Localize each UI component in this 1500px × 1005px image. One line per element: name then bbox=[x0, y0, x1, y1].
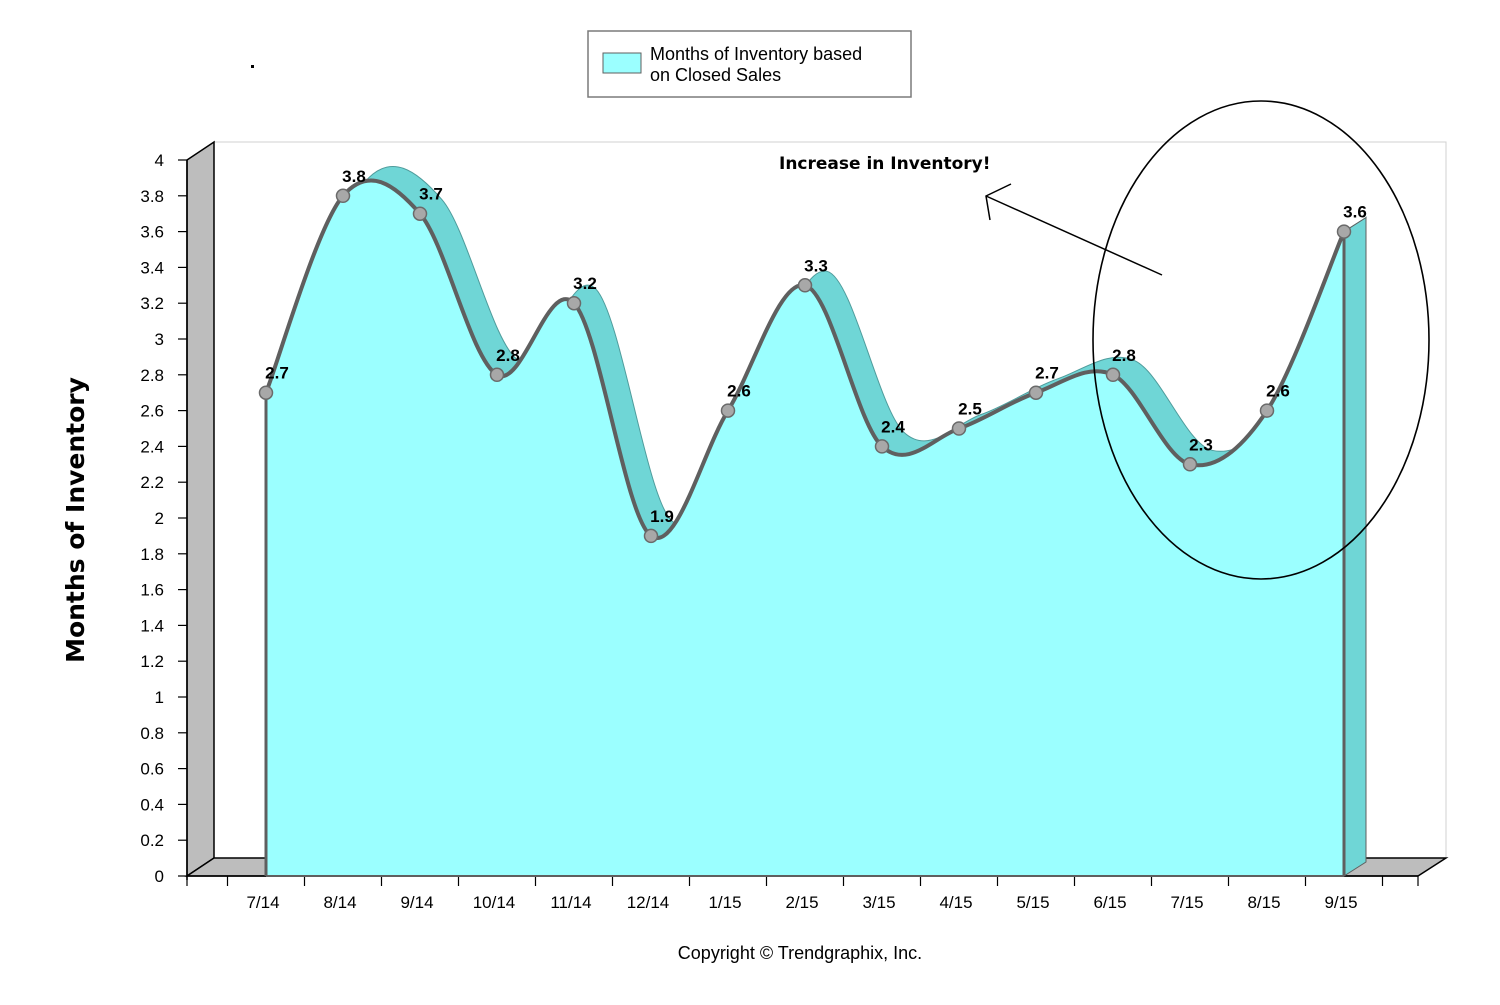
data-label-1/15: 2.6 bbox=[727, 382, 751, 401]
legend-label-line2: on Closed Sales bbox=[650, 65, 781, 85]
y-tick-label: 2.6 bbox=[140, 402, 164, 421]
y-tick-label: 1.2 bbox=[140, 652, 164, 671]
annotation-arrow-head bbox=[985, 183, 1012, 221]
data-point-3/15 bbox=[874, 439, 890, 454]
data-label-11/14: 3.2 bbox=[573, 274, 597, 293]
data-point-1/15 bbox=[720, 403, 736, 418]
x-tick-label-12/14: 12/14 bbox=[627, 893, 670, 912]
data-label-8/15: 2.6 bbox=[1266, 382, 1290, 401]
data-point-10/14 bbox=[489, 367, 505, 383]
annotation-arrow-shaft bbox=[985, 195, 1163, 276]
y-tick-label: 3.6 bbox=[140, 223, 164, 242]
y-tick-label: 2.4 bbox=[140, 437, 164, 456]
y-tick-label: 2 bbox=[155, 509, 164, 528]
annotation: Increase in Inventory! bbox=[779, 100, 1430, 580]
data-point-6/15 bbox=[1105, 367, 1121, 383]
y-tick-label: 0.8 bbox=[140, 724, 164, 743]
stray-dot bbox=[251, 65, 254, 68]
data-label-12/14: 1.9 bbox=[650, 507, 674, 526]
data-point-8/15 bbox=[1259, 403, 1275, 418]
y-tick-label: 2.2 bbox=[140, 473, 164, 492]
x-tick-label-7/14: 7/14 bbox=[246, 893, 279, 912]
y-tick-label: 0.2 bbox=[140, 831, 164, 850]
data-point-5/15 bbox=[1028, 385, 1044, 400]
x-tick-label-9/14: 9/14 bbox=[400, 893, 433, 912]
x-tick-label-8/14: 8/14 bbox=[323, 893, 356, 912]
area-fill bbox=[266, 180, 1344, 876]
data-point-4/15 bbox=[951, 421, 967, 436]
data-label-7/14: 2.7 bbox=[265, 364, 289, 383]
x-tick-label-9/15: 9/15 bbox=[1324, 893, 1357, 912]
legend-swatch bbox=[602, 52, 642, 74]
annotation-text: Increase in Inventory! bbox=[779, 154, 990, 174]
x-tick-label-4/15: 4/15 bbox=[939, 893, 972, 912]
y-tick-label: 3.8 bbox=[140, 187, 164, 206]
x-tick-label-7/15: 7/15 bbox=[1170, 893, 1203, 912]
data-label-4/15: 2.5 bbox=[958, 400, 982, 419]
y-tick-label: 2.8 bbox=[140, 366, 164, 385]
series-line bbox=[264, 178, 1346, 540]
y-tick-label: 4 bbox=[155, 151, 164, 170]
legend-box bbox=[587, 30, 912, 98]
legend-label-line1: Months of Inventory based bbox=[650, 44, 862, 64]
y-tick-label: 1.8 bbox=[140, 545, 164, 564]
data-label-6/15: 2.8 bbox=[1112, 346, 1136, 365]
data-point-8/14 bbox=[335, 188, 351, 204]
annotation-ellipse bbox=[1092, 100, 1430, 580]
y-axis-title: Months of Inventory bbox=[61, 377, 90, 663]
x-tick-label-5/15: 5/15 bbox=[1016, 893, 1049, 912]
y-tick-label: 3 bbox=[155, 330, 164, 349]
x-tick-label-11/14: 11/14 bbox=[550, 893, 591, 912]
data-point-9/14 bbox=[412, 206, 428, 221]
y-tick-label: 1.4 bbox=[140, 616, 164, 635]
x-axis: 7/14 8/14 9/14 10/14 11/14 12/14 1/15 2/15 3/15 4… bbox=[186, 876, 1419, 912]
y-tick-label: 1.6 bbox=[140, 581, 164, 600]
area-right-face bbox=[1343, 216, 1367, 877]
data-label-2/15: 3.3 bbox=[804, 256, 828, 275]
x-tick-label-3/15: 3/15 bbox=[862, 893, 895, 912]
x-tick-label-6/15: 6/15 bbox=[1093, 893, 1126, 912]
data-label-9/14: 3.7 bbox=[419, 185, 443, 204]
series-area bbox=[264, 165, 1368, 877]
data-markers bbox=[258, 188, 1352, 544]
data-label-7/15: 2.3 bbox=[1189, 435, 1213, 454]
data-point-12/14 bbox=[643, 528, 659, 544]
data-labels: 2.7 3.8 3.7 2.8 3.2 1.9 2.6 3.3 2.4 2.5 2.7 2.8 2.3 2… bbox=[265, 167, 1367, 526]
copyright-text: Copyright © Trendgraphix, Inc. bbox=[678, 943, 922, 963]
data-point-7/14 bbox=[258, 385, 274, 400]
x-tick-label-8/15: 8/15 bbox=[1247, 893, 1280, 912]
data-point-7/15 bbox=[1182, 457, 1198, 472]
x-tick-label-1/15: 1/15 bbox=[708, 893, 741, 912]
legend: Months of Inventory based on Closed Sale… bbox=[587, 30, 912, 98]
y-tick-label: 0 bbox=[155, 867, 164, 886]
y-tick-label: 0.6 bbox=[140, 760, 164, 779]
data-label-3/15: 2.4 bbox=[881, 417, 905, 436]
y-axis: 0 0.2 0.4 0.6 0.8 1 1.2 1.4 1.6 1.8 2 2.2 2.4 2.6 2.8 3… bbox=[140, 151, 187, 886]
data-point-11/14 bbox=[566, 295, 582, 311]
data-label-8/14: 3.8 bbox=[342, 167, 366, 186]
y-tick-label: 3.4 bbox=[140, 258, 164, 277]
data-label-10/14: 2.8 bbox=[496, 346, 520, 365]
x-tick-label-2/15: 2/15 bbox=[785, 893, 818, 912]
y-tick-label: 0.4 bbox=[140, 795, 164, 814]
x-tick-label-10/14: 10/14 bbox=[473, 893, 516, 912]
data-label-9/15: 3.6 bbox=[1343, 203, 1367, 222]
data-point-9/15 bbox=[1336, 224, 1352, 239]
data-point-2/15 bbox=[797, 278, 813, 293]
y-tick-label: 3.2 bbox=[140, 294, 164, 313]
left-wall bbox=[186, 140, 215, 878]
y-tick-label: 1 bbox=[155, 688, 164, 707]
data-label-5/15: 2.7 bbox=[1035, 364, 1059, 383]
